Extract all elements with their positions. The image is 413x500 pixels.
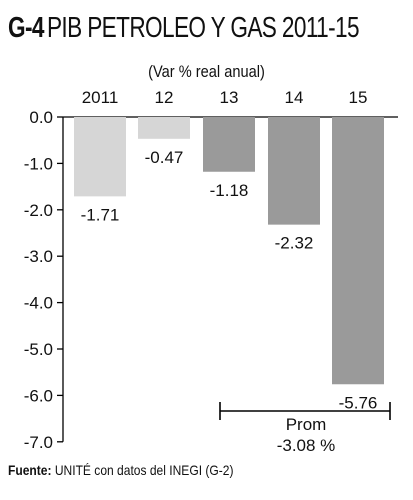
y-tick-label: -6.0 (24, 386, 53, 405)
value-label: -5.76 (339, 393, 378, 412)
y-tick-label: 0.0 (29, 108, 53, 127)
value-label: -0.47 (145, 148, 184, 167)
y-tick-label: -2.0 (24, 201, 53, 220)
value-label: -1.18 (210, 181, 249, 200)
average-value: -3.08 % (277, 436, 336, 455)
bar-12 (138, 117, 190, 139)
y-tick-label: -5.0 (24, 340, 53, 359)
source-text: UNITÉ con datos del INEGI (G-2) (51, 462, 234, 478)
source-label: Fuente: (8, 462, 52, 478)
average-label: Prom (286, 415, 327, 434)
bar-13 (203, 117, 255, 172)
y-tick-label: -7.0 (24, 433, 53, 452)
bar-14 (268, 117, 320, 225)
value-label: -2.32 (275, 234, 314, 253)
y-tick-label: -1.0 (24, 154, 53, 173)
chart-subtitle: (Var % real anual) (148, 62, 265, 81)
chart-title-text: PIB PETROLEO Y GAS 2011-15 (46, 12, 360, 44)
category-label: 13 (220, 88, 239, 107)
bar-2011 (74, 117, 126, 197)
category-label: 12 (155, 88, 174, 107)
value-label: -1.71 (81, 205, 120, 224)
category-label: 2011 (82, 88, 119, 107)
y-tick-label: -4.0 (24, 294, 53, 313)
y-tick-label: -3.0 (24, 247, 53, 266)
bar-15 (332, 117, 384, 385)
category-label: 14 (285, 88, 304, 107)
source-note: Fuente: UNITÉ con datos del INEGI (G-2) (8, 462, 233, 478)
category-label: 15 (349, 88, 368, 107)
chart-title: G-4 PIB PETROLEO Y GAS 2011-15 (8, 12, 360, 44)
chart-code: G-4 (8, 12, 44, 44)
